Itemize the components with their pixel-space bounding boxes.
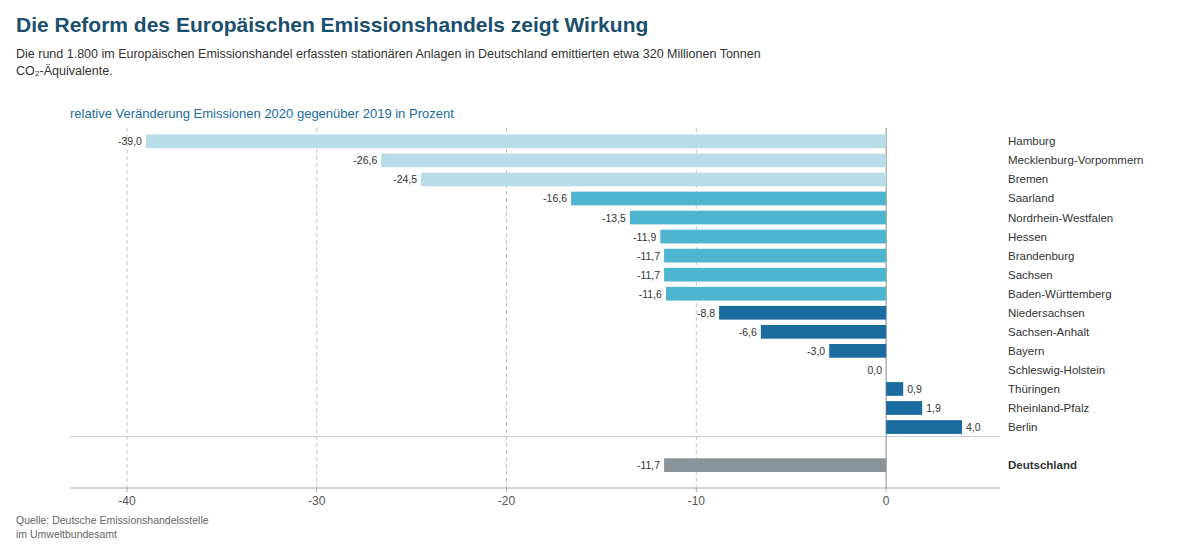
bar <box>886 363 887 377</box>
bar <box>146 134 886 148</box>
bar <box>886 420 962 434</box>
tick <box>316 488 317 492</box>
category-label: Saarland <box>1008 192 1054 204</box>
category-label: Nordrhein-Westfalen <box>1008 212 1113 224</box>
tick-label: -30 <box>308 494 326 508</box>
bar <box>664 249 886 263</box>
tick-label: 0 <box>883 494 890 508</box>
category-label: Bayern <box>1008 345 1044 357</box>
category-label: Baden-Württemberg <box>1008 288 1112 300</box>
source-line: Quelle: Deutsche Emissionshandelsstelle <box>16 514 209 526</box>
bar <box>829 344 886 358</box>
tick-label: -10 <box>688 494 706 508</box>
subtitle: CO₂-Äquivalente. <box>16 64 113 78</box>
data-label: 4,0 <box>966 421 981 433</box>
grid-line <box>316 128 317 488</box>
data-label: -6,6 <box>739 326 757 338</box>
category-label: Rheinland-Pfalz <box>1008 402 1089 414</box>
bar <box>664 458 886 472</box>
category-label: Deutschland <box>1008 459 1077 471</box>
tick <box>506 488 507 492</box>
data-label: 1,9 <box>926 402 941 414</box>
category-label: Mecklenburg-Vorpommern <box>1008 154 1144 166</box>
bar <box>666 287 886 301</box>
bars <box>146 134 962 472</box>
separator <box>70 436 1000 437</box>
data-label: -16,6 <box>543 192 567 204</box>
grid-line <box>126 128 127 488</box>
page: {"chart_data": { "type": "bar", "orienta… <box>0 0 1200 556</box>
data-label: -13,5 <box>602 212 626 224</box>
category-label: Niedersachsen <box>1008 307 1085 319</box>
tick-label: -20 <box>498 494 516 508</box>
bar <box>381 154 886 168</box>
category-label: Hamburg <box>1008 135 1055 147</box>
bar <box>630 211 886 225</box>
data-label: -11,7 <box>637 459 660 471</box>
title: Die Reform des Europäischen Emissionshan… <box>16 13 648 36</box>
data-label: -11,7 <box>637 250 660 262</box>
bar <box>571 192 886 206</box>
data-label: -24,5 <box>393 173 417 185</box>
source: Quelle: Deutsche Emissionshandelsstelle i… <box>16 514 209 540</box>
category-label: Bremen <box>1008 173 1048 185</box>
data-labels: -39,0 -26,6 -24,5 -16,6 -13,5 -11,9 -11,7 -11,7… <box>118 135 981 471</box>
bar <box>664 268 886 282</box>
tick <box>126 488 127 492</box>
chart: Die Reform des Europäischen Emissionshan… <box>0 0 1200 556</box>
category-label: Sachsen-Anhalt <box>1008 326 1090 338</box>
axis-line <box>70 488 1000 489</box>
axis-label: relative Veränderung Emissionen 2020 geg… <box>70 106 454 121</box>
category-labels: Hamburg Mecklenburg-Vorpommern Bremen Saarl… <box>1008 135 1144 471</box>
bar <box>421 173 886 187</box>
background <box>0 0 1200 556</box>
data-label: -8,8 <box>697 307 715 319</box>
source-line: im Umweltbundesamt <box>16 528 117 540</box>
bar <box>719 306 886 320</box>
bar <box>886 382 903 396</box>
data-label: -11,9 <box>633 231 656 243</box>
bar <box>761 325 886 339</box>
data-label: -11,7 <box>637 269 660 281</box>
data-label: 0,0 <box>868 364 883 376</box>
category-label: Brandenburg <box>1008 250 1075 262</box>
tick-label: -40 <box>118 494 136 508</box>
category-label: Hessen <box>1008 231 1047 243</box>
bar <box>660 230 886 244</box>
category-label: Thüringen <box>1008 383 1060 395</box>
tick <box>886 488 887 492</box>
category-label: Berlin <box>1008 421 1037 433</box>
data-label: -26,6 <box>353 154 377 166</box>
data-label: 0,9 <box>907 383 922 395</box>
data-label: -3,0 <box>807 345 825 357</box>
category-label: Schleswig-Holstein <box>1008 364 1105 376</box>
subtitle: Die rund 1.800 im Europäischen Emissions… <box>16 47 761 61</box>
data-label: -39,0 <box>118 135 142 147</box>
bar <box>886 401 922 415</box>
data-label: -11,6 <box>639 288 662 300</box>
grid <box>127 128 886 488</box>
tick <box>696 488 697 492</box>
category-label: Sachsen <box>1008 269 1053 281</box>
x-axis: -40 -30 -20 -10 0 <box>70 488 1000 508</box>
